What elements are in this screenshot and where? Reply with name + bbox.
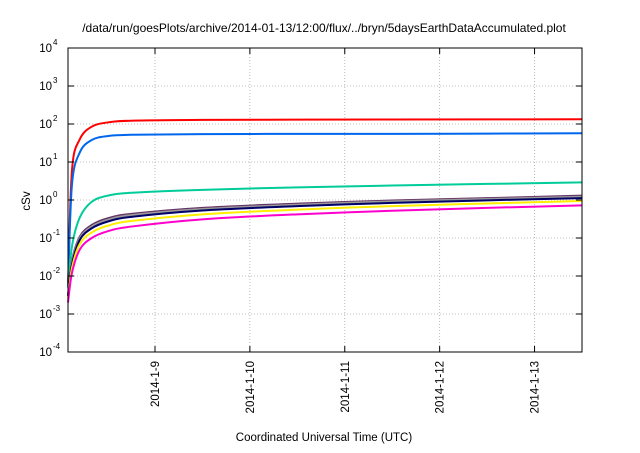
series-line [67, 200, 583, 300]
x-tick-label: 2014-1-12 [435, 361, 447, 413]
series-line [67, 181, 583, 288]
y-tick-exponent: 3 [53, 76, 58, 85]
series-group [67, 118, 583, 303]
x-tick-label: 2014-1-13 [530, 361, 542, 413]
y-tick-label: 10 [39, 309, 52, 321]
y-tick-exponent: -4 [53, 342, 61, 351]
x-tick-label: 2014-1-9 [150, 361, 162, 407]
y-tick-label: 10 [39, 81, 52, 93]
x-tick-label: 2014-1-11 [340, 361, 352, 413]
x-axis-label: Coordinated Universal Time (UTC) [236, 432, 413, 444]
y-tick-exponent: 2 [53, 114, 58, 123]
y-tick-label: 10 [39, 157, 52, 169]
y-tick-label: 10 [39, 271, 52, 283]
y-axis-label: cSv [21, 191, 33, 210]
y-tick-exponent: -2 [53, 266, 61, 275]
y-tick-label: 10 [39, 119, 52, 131]
y-tick-label: 10 [39, 195, 52, 207]
y-tick-exponent: 4 [53, 38, 58, 47]
y-tick-exponent: 0 [53, 190, 58, 199]
series-line [67, 204, 583, 303]
y-tick-exponent: 1 [53, 152, 58, 161]
x-tick-label: 2014-1-10 [245, 361, 257, 413]
y-tick-label: 10 [39, 233, 52, 245]
series-line [67, 197, 583, 296]
y-tick-exponent: -1 [53, 228, 61, 237]
series-line [67, 118, 583, 288]
y-tick-label: 10 [39, 43, 52, 55]
y-tick-label: 10 [39, 347, 52, 359]
series-line [67, 132, 583, 288]
y-tick-exponent: -3 [53, 304, 61, 313]
series-line [67, 194, 583, 296]
chart-title: /data/run/goesPlots/archive/2014-01-13/1… [82, 21, 566, 35]
